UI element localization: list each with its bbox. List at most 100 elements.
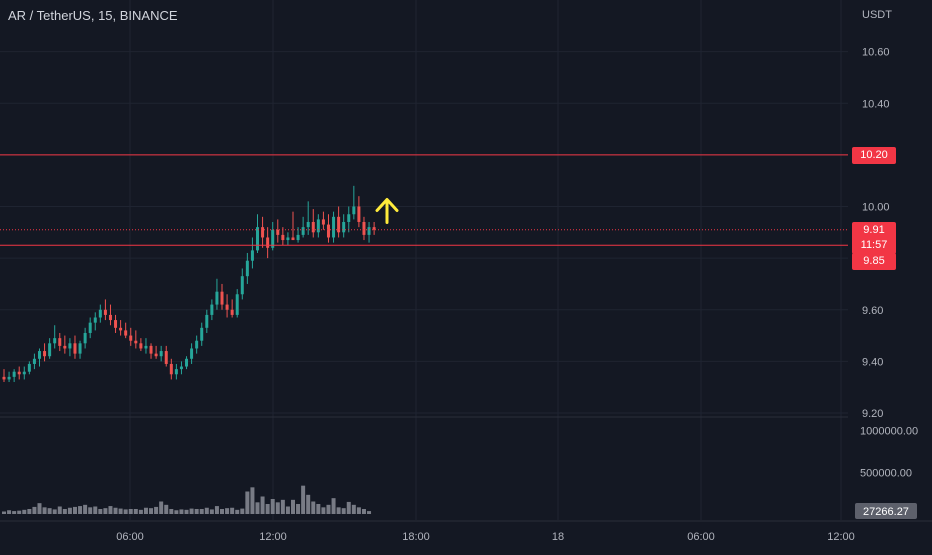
volume-bar <box>113 507 118 514</box>
volume-bar <box>72 506 77 514</box>
volume-bar <box>123 509 128 514</box>
candle-body <box>119 327 123 331</box>
candle-body <box>337 216 341 233</box>
volume-bar <box>12 511 17 514</box>
volume-bar <box>93 506 98 514</box>
volume-bar <box>230 507 235 514</box>
candle-body <box>43 351 47 357</box>
time-axis-tick: 12:00 <box>259 531 287 543</box>
candle-body <box>332 216 336 238</box>
volume-bar <box>174 510 179 514</box>
candle-body <box>372 227 376 230</box>
volume-bar <box>214 506 219 514</box>
volume-bar <box>296 504 301 514</box>
current-volume-box <box>855 503 917 519</box>
volume-bar <box>316 504 321 514</box>
candle-body <box>169 363 173 375</box>
volume-bar <box>83 504 88 514</box>
volume-bar <box>280 499 285 514</box>
candle-body <box>68 343 72 349</box>
candle-body <box>58 338 62 346</box>
candle-body <box>271 229 275 248</box>
volume-bar <box>351 504 356 514</box>
candle-body <box>53 338 57 344</box>
volume-bar <box>32 506 37 514</box>
volume-bar <box>306 494 311 514</box>
volume-bar <box>285 506 290 514</box>
volume-bar <box>260 496 265 514</box>
candle-body <box>342 221 346 233</box>
candle-body <box>316 219 320 233</box>
volume-bar <box>128 509 133 514</box>
candle-body <box>134 340 138 344</box>
volume-bar <box>245 491 250 514</box>
price-axis-tick: 10.40 <box>862 98 890 110</box>
candle-body <box>114 320 118 328</box>
volume-bar <box>275 502 280 514</box>
volume-bar <box>250 487 255 514</box>
candle-body <box>347 214 351 222</box>
volume-bar <box>78 506 83 514</box>
candle-body <box>17 371 21 375</box>
level-lines <box>0 154 848 246</box>
volume-bar <box>311 501 316 514</box>
volume-bar <box>199 509 204 514</box>
axes: USDT 10.60 10.40 10.00 9.60 9.40 9.20 1000000.0… <box>116 9 918 543</box>
time-axis-tick: 06:00 <box>116 531 144 543</box>
candle-body <box>357 206 361 222</box>
volume-bar <box>143 507 148 514</box>
volume-bar <box>189 508 194 514</box>
volume-bar <box>270 499 275 514</box>
candle-body <box>63 345 67 349</box>
candle-body <box>108 314 112 321</box>
candle-body <box>174 369 178 375</box>
price-axis-tick: 10.60 <box>862 47 890 59</box>
volume-bars <box>2 485 372 514</box>
volume-bar <box>341 508 346 514</box>
candle-body <box>362 221 366 235</box>
volume-bar <box>204 507 209 514</box>
volume-bar <box>37 503 42 514</box>
candles <box>2 185 376 383</box>
candle-body <box>321 219 325 225</box>
candle-body <box>220 291 224 305</box>
volume-bar <box>209 509 214 514</box>
candle-body <box>311 221 315 233</box>
time-axis-tick: 18 <box>552 531 564 543</box>
volume-bar <box>2 511 6 514</box>
symbol-title[interactable]: AR / TetherUS, 15, BINANCE <box>8 8 178 23</box>
candle-body <box>306 221 310 228</box>
candle-body <box>78 343 82 354</box>
volume-bar <box>184 509 189 514</box>
candle-body <box>210 304 214 315</box>
candle-body <box>164 351 168 364</box>
candle-body <box>22 371 26 375</box>
volume-bar <box>331 498 336 514</box>
candle-body <box>301 227 305 235</box>
candle-body <box>32 358 36 364</box>
candle-body <box>352 206 356 215</box>
grid <box>0 0 932 522</box>
volume-bar <box>321 507 326 514</box>
current-volume-label: 27266.27 <box>863 506 909 518</box>
volume-bar <box>149 508 154 514</box>
candle-body <box>225 304 229 310</box>
volume-bar <box>265 504 270 514</box>
volume-bar <box>17 510 22 514</box>
volume-bar <box>336 507 341 514</box>
resistance-price-label: 10.20 <box>852 146 896 164</box>
time-axis-tick: 18:00 <box>402 531 430 543</box>
volume-bar <box>159 501 164 514</box>
volume-bar <box>194 509 199 514</box>
volume-bar <box>255 502 260 514</box>
candle-body <box>98 309 102 318</box>
last-price-label: 9.91 <box>852 221 896 239</box>
up-arrow-icon <box>375 198 399 224</box>
volume-bar <box>42 507 47 514</box>
volume-bar <box>67 507 72 514</box>
candle-body <box>185 358 189 367</box>
price-axis-tick: 9.40 <box>862 356 883 368</box>
time-axis-tick: 12:00 <box>827 531 855 543</box>
